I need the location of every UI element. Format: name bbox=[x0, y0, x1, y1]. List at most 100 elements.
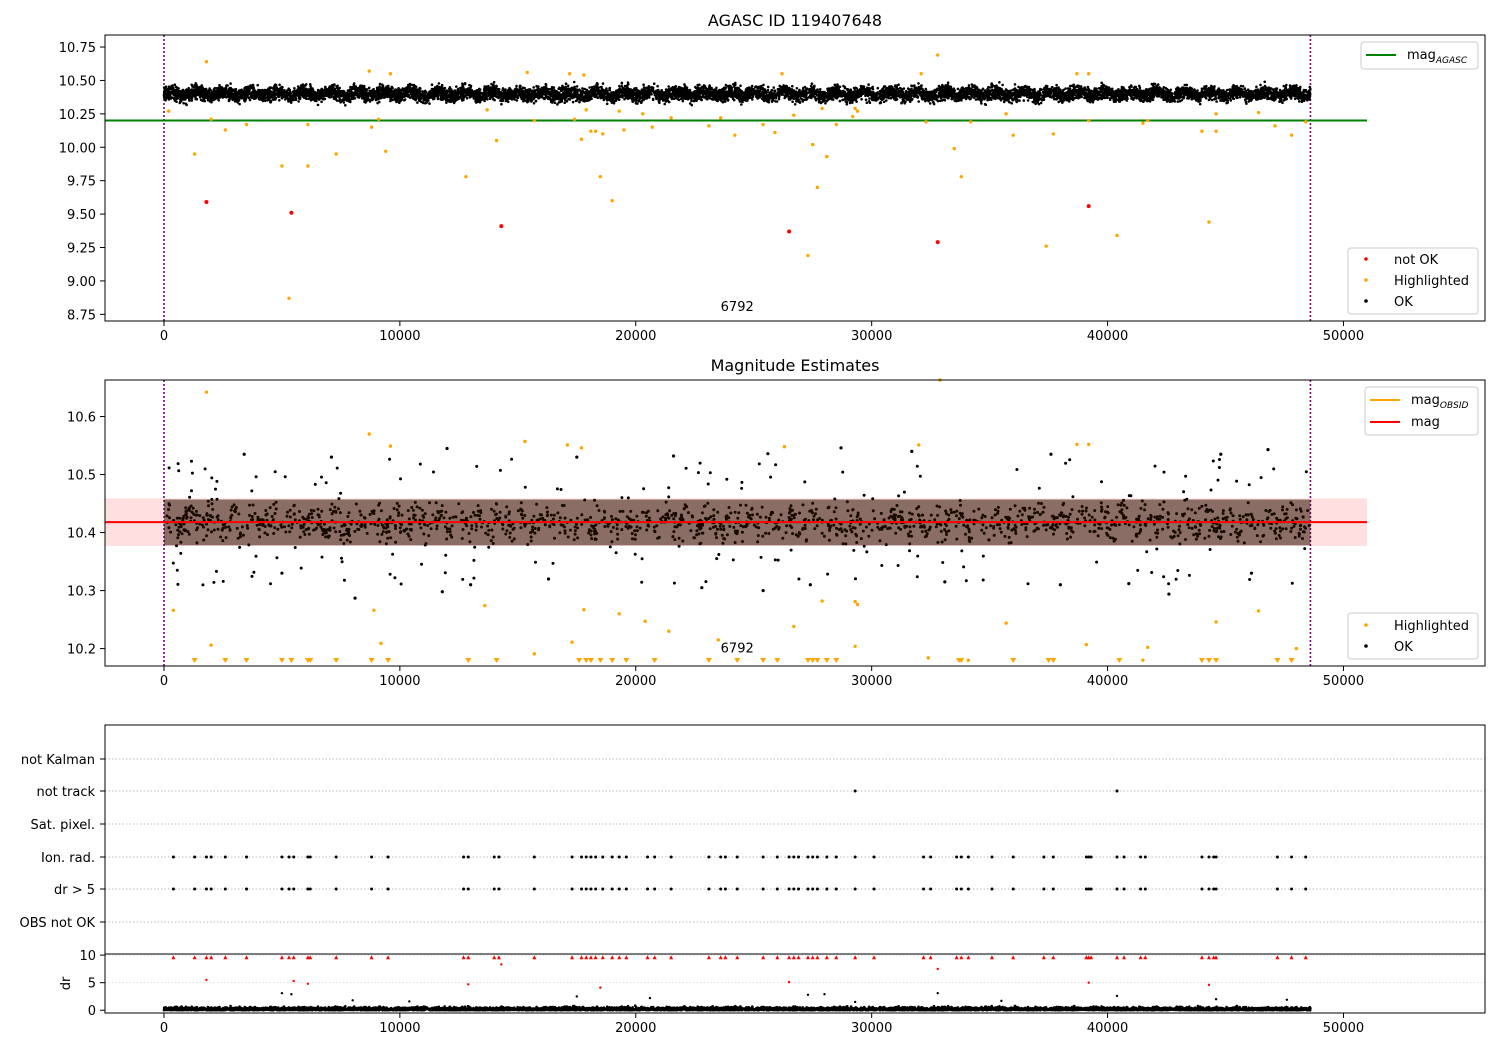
ok-point bbox=[1049, 452, 1053, 456]
highlighted-point bbox=[372, 608, 376, 613]
highlighted-point bbox=[853, 644, 857, 648]
highlighted-point bbox=[223, 128, 228, 132]
flag-point bbox=[386, 855, 390, 859]
flag-point bbox=[306, 887, 310, 891]
flag-point bbox=[959, 887, 963, 891]
capped-marker bbox=[1041, 955, 1046, 960]
highlighted-point bbox=[388, 444, 393, 448]
capped-marker bbox=[805, 955, 810, 960]
capped-marker bbox=[617, 955, 622, 960]
capped-marker bbox=[334, 955, 339, 960]
flag-point bbox=[806, 887, 810, 891]
x-tick-label: 20000 bbox=[615, 674, 656, 689]
flag-point bbox=[1011, 855, 1015, 859]
highlighted-point bbox=[851, 114, 855, 119]
ok-point bbox=[808, 583, 812, 587]
capped-marker bbox=[824, 955, 829, 960]
highlighted-point bbox=[204, 60, 209, 64]
capped-marker bbox=[584, 955, 589, 960]
dr-point bbox=[1214, 998, 1218, 1001]
flag-point bbox=[806, 855, 810, 859]
flag-point bbox=[492, 887, 496, 891]
off-scale-marker bbox=[833, 658, 840, 663]
dr-point bbox=[806, 993, 810, 997]
flag-point bbox=[570, 855, 574, 859]
flag-point bbox=[1214, 887, 1218, 891]
capped-marker bbox=[496, 955, 501, 960]
legend-entry-marker bbox=[1364, 644, 1368, 648]
highlighted-point bbox=[171, 608, 176, 613]
highlighted-point bbox=[287, 296, 291, 300]
off-scale-marker bbox=[774, 658, 781, 663]
highlighted-point bbox=[485, 108, 489, 112]
flag-point bbox=[719, 855, 723, 859]
flag-point bbox=[653, 887, 657, 891]
x-tick-label: 40000 bbox=[1087, 329, 1128, 344]
highlighted-point bbox=[782, 445, 787, 449]
highlighted-point bbox=[1304, 120, 1308, 124]
capped-marker bbox=[532, 955, 537, 960]
flag-point bbox=[723, 887, 727, 891]
highlighted-point bbox=[1075, 72, 1079, 76]
flag-point bbox=[1290, 855, 1294, 859]
flag-point bbox=[853, 887, 857, 891]
y-tick-label: 10.25 bbox=[59, 108, 96, 123]
y-tick-label: 9.25 bbox=[67, 241, 96, 256]
off-scale-marker bbox=[222, 658, 229, 663]
ok-point bbox=[700, 586, 704, 590]
highlighted-point bbox=[643, 619, 647, 624]
ok-point bbox=[761, 588, 765, 593]
highlighted-point bbox=[959, 174, 964, 179]
legend-entry-marker bbox=[1364, 257, 1368, 261]
highlighted-point bbox=[855, 602, 860, 607]
highlighted-point bbox=[1214, 620, 1218, 624]
off-scale-marker bbox=[333, 658, 340, 663]
flag-point bbox=[171, 887, 175, 891]
capped-marker bbox=[810, 955, 815, 960]
highlighted-point bbox=[192, 152, 197, 156]
capped-marker bbox=[209, 955, 214, 960]
highlighted-point bbox=[707, 124, 711, 128]
flag-point bbox=[825, 887, 829, 891]
capped-marker bbox=[291, 955, 296, 960]
not-ok-point bbox=[499, 224, 504, 229]
highlighted-point bbox=[572, 117, 577, 121]
ok-point bbox=[1127, 582, 1131, 586]
highlighted-point bbox=[855, 109, 860, 113]
flag-row-label: not Kalman bbox=[21, 753, 95, 768]
flag-point bbox=[617, 855, 621, 859]
legend-lower bbox=[1347, 247, 1479, 315]
capped-marker bbox=[989, 955, 994, 960]
flag-point bbox=[775, 855, 779, 859]
flag-point bbox=[1139, 855, 1143, 859]
flag-point bbox=[669, 855, 673, 859]
flag-point bbox=[594, 887, 598, 891]
flag-point bbox=[601, 855, 605, 859]
off-scale-marker bbox=[1274, 658, 1281, 663]
capped-marker bbox=[570, 955, 575, 960]
plot-frame bbox=[104, 953, 1486, 1014]
capped-marker bbox=[593, 955, 598, 960]
flag-point bbox=[815, 887, 819, 891]
flag-point bbox=[584, 855, 588, 859]
capped-marker bbox=[718, 955, 723, 960]
capped-marker bbox=[787, 955, 792, 960]
capped-marker bbox=[652, 955, 657, 960]
capped-marker bbox=[796, 955, 801, 960]
capped-marker bbox=[853, 955, 858, 960]
flag-point bbox=[1087, 887, 1091, 891]
flag-point bbox=[966, 855, 970, 859]
capped-marker bbox=[966, 955, 971, 960]
capped-marker bbox=[466, 955, 471, 960]
dr-point bbox=[205, 978, 208, 982]
off-scale-marker bbox=[493, 658, 500, 663]
highlighted-point bbox=[1086, 72, 1091, 76]
off-scale-marker bbox=[734, 658, 741, 663]
plot-frame bbox=[104, 379, 1486, 667]
flag-point bbox=[1143, 855, 1147, 859]
highlighted-point bbox=[582, 608, 586, 612]
flag-point bbox=[1089, 855, 1093, 859]
x-tick-label: 30000 bbox=[851, 674, 892, 689]
highlighted-point bbox=[598, 174, 603, 179]
